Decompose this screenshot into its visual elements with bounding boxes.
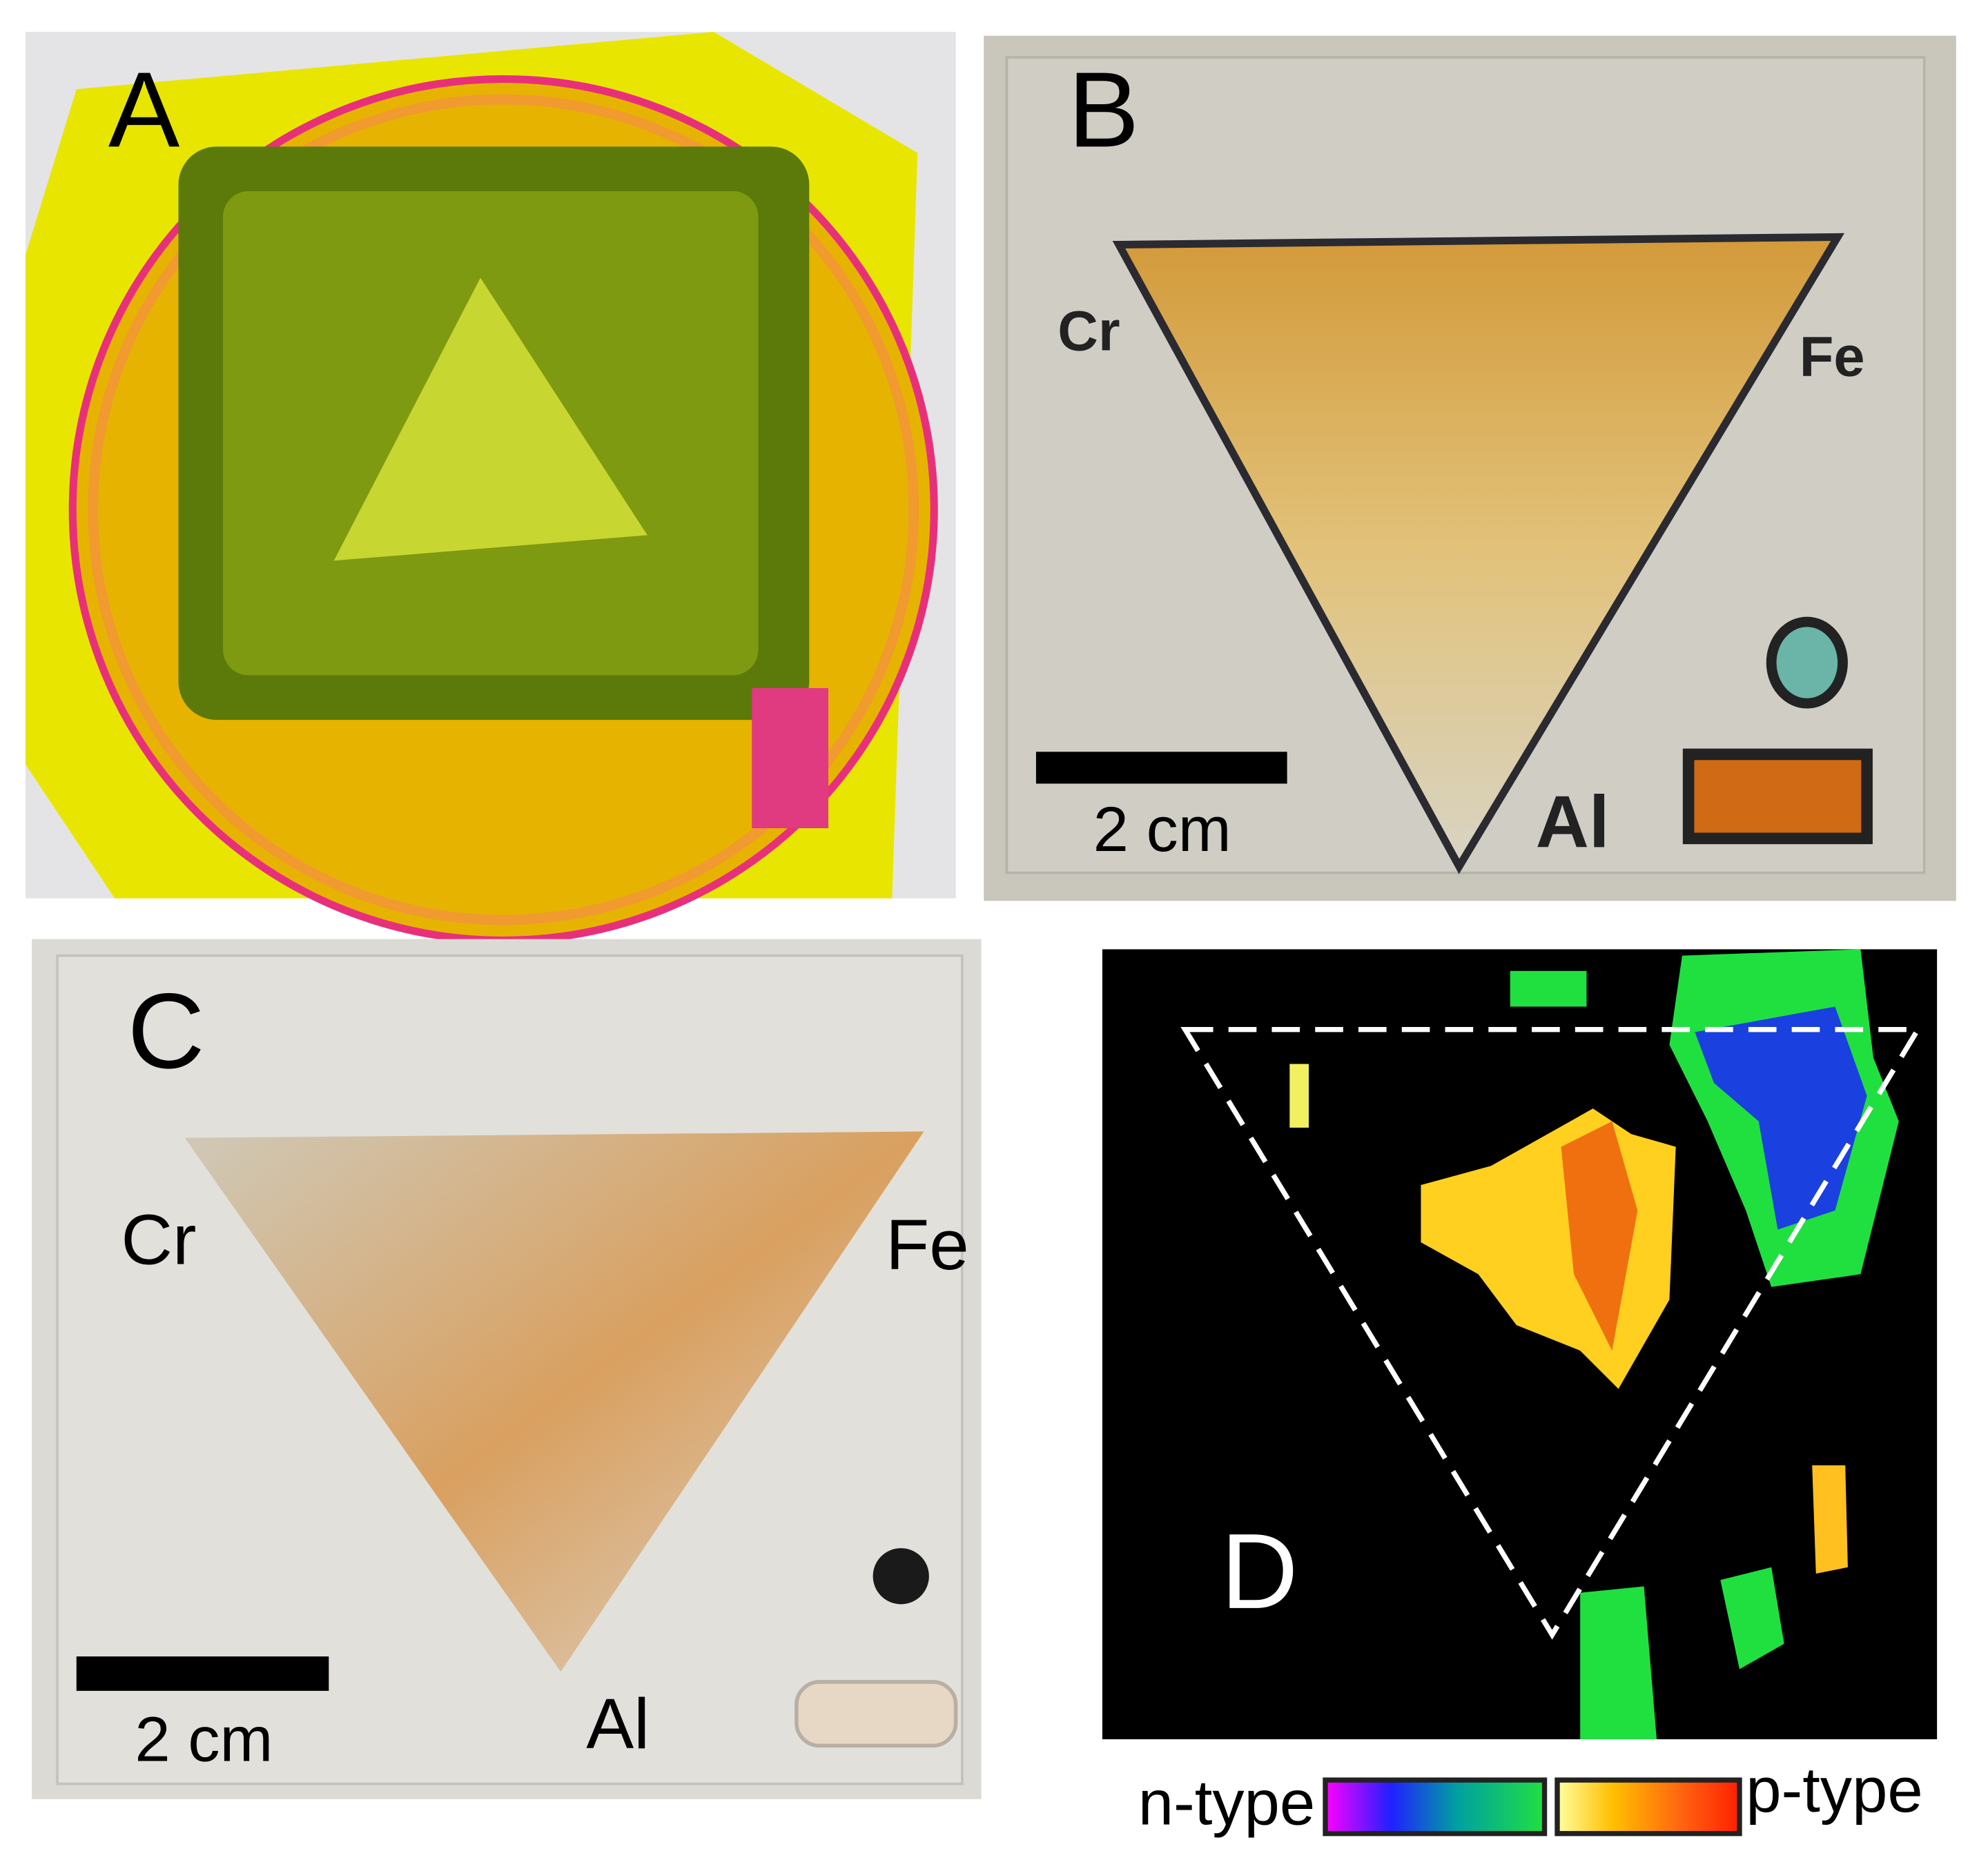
triangle xyxy=(333,277,647,561)
scale-bar xyxy=(76,1656,329,1691)
dark-spot xyxy=(873,1548,929,1605)
yellow-region xyxy=(1812,1465,1848,1574)
colorbar-label: n-type xyxy=(1138,1767,1316,1839)
corner-label: Fe xyxy=(1800,326,1865,389)
panel-c: C Cr Fe Al 2 cm xyxy=(32,939,982,1799)
reference-rect xyxy=(795,1680,958,1748)
green-region xyxy=(1510,970,1587,1007)
blue-region xyxy=(1695,1006,1867,1230)
colorbar-n xyxy=(1323,1777,1548,1837)
scale-bar xyxy=(1035,752,1287,784)
colorbar-p xyxy=(1555,1777,1742,1837)
panel-label: A xyxy=(108,50,180,169)
corner-label: Cr xyxy=(1058,300,1120,363)
green-region xyxy=(1720,1567,1784,1670)
scale-label: 2 cm xyxy=(1093,793,1231,865)
yellow-region xyxy=(1289,1064,1309,1128)
panel-b: B Cr Fe Al 2 cm xyxy=(984,35,1956,901)
corner-label: Fe xyxy=(886,1204,969,1284)
triangle-film xyxy=(184,1131,924,1672)
corner-label: Cr xyxy=(121,1199,196,1279)
panel-label: B xyxy=(1068,50,1139,169)
corner-label: Al xyxy=(1536,781,1610,863)
green-region xyxy=(1580,1586,1657,1740)
panel-a: A xyxy=(25,32,956,945)
colorbar-label: p-type xyxy=(1746,1754,1923,1826)
hoop-inner xyxy=(88,94,919,926)
scale-label: 2 cm xyxy=(135,1703,273,1774)
corner-label: Al xyxy=(586,1683,650,1763)
triangle-film xyxy=(1112,233,1845,874)
reference-dot xyxy=(1766,616,1848,709)
panel-d: D n-type p-type xyxy=(1102,949,1938,1839)
orange-region xyxy=(1561,1121,1638,1351)
reference-rect xyxy=(1682,748,1873,845)
panel-label: D xyxy=(1221,1511,1298,1631)
panel-label: C xyxy=(128,971,205,1090)
clamp xyxy=(752,687,828,829)
triangle-outline xyxy=(1180,1027,1923,1640)
